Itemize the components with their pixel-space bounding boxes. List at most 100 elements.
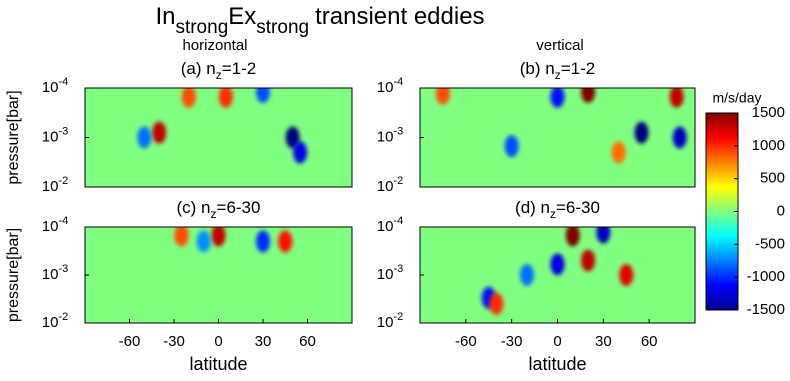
panel-bg bbox=[85, 88, 352, 187]
y-tick-base: 10 bbox=[42, 314, 59, 331]
y-tick-base: 10 bbox=[42, 128, 59, 145]
y-tick-exp: -3 bbox=[58, 125, 68, 137]
colorbar-tick-label: 500 bbox=[760, 170, 785, 187]
y-tick-label: 10-4 bbox=[377, 215, 403, 235]
y-tick-label: 10-2 bbox=[377, 311, 403, 331]
field-feature bbox=[634, 121, 649, 144]
colorbar-label: m/s/day bbox=[712, 90, 761, 106]
column-title: horizontal bbox=[182, 37, 247, 54]
x-axis-label: latitude bbox=[528, 354, 586, 374]
y-tick-exp: -4 bbox=[58, 76, 68, 88]
x-tick-label: -30 bbox=[163, 333, 185, 350]
y-tick-base: 10 bbox=[377, 218, 394, 235]
y-tick-exp: -4 bbox=[58, 215, 68, 227]
panel-title-part: =1-2 bbox=[222, 59, 257, 78]
field-feature bbox=[256, 230, 270, 253]
panel-title-part: z bbox=[550, 207, 556, 221]
y-tick-base: 10 bbox=[377, 79, 394, 96]
y-tick-exp: -3 bbox=[58, 263, 68, 275]
y-tick-exp: -2 bbox=[58, 175, 68, 187]
field-feature bbox=[519, 264, 534, 286]
y-tick-exp: -2 bbox=[58, 311, 68, 323]
field-feature bbox=[137, 126, 152, 149]
panel-title-part: =6-30 bbox=[217, 198, 261, 217]
field bbox=[481, 227, 634, 315]
field-feature bbox=[596, 227, 611, 244]
title-sub: strong bbox=[256, 17, 309, 38]
panel-title-part: (c) n bbox=[177, 198, 211, 217]
panel-title-part: (b) n bbox=[520, 59, 555, 78]
y-tick-label: 10-3 bbox=[42, 263, 68, 283]
x-tick-label: 60 bbox=[299, 333, 316, 350]
field bbox=[435, 88, 687, 164]
colorbar-tick-label: 0 bbox=[777, 202, 785, 219]
chart-title: InstrongExstrong transient eddies bbox=[155, 3, 484, 38]
y-tick-label: 10-2 bbox=[42, 175, 68, 195]
x-tick-label: 0 bbox=[214, 333, 222, 350]
x-tick-label: 60 bbox=[641, 333, 658, 350]
y-tick-exp: -4 bbox=[393, 76, 403, 88]
field-feature bbox=[218, 88, 233, 108]
title-part: Ex bbox=[228, 3, 256, 30]
field-feature bbox=[611, 141, 626, 164]
panel-title-part: (d) n bbox=[515, 198, 550, 217]
colorbar-tick-label: -500 bbox=[755, 235, 785, 252]
y-tick-label: 10-4 bbox=[42, 215, 68, 235]
field bbox=[174, 227, 293, 253]
y-tick-label: 10-4 bbox=[377, 76, 403, 96]
x-tick-label: -60 bbox=[455, 333, 477, 350]
x-tick-label: 30 bbox=[595, 333, 612, 350]
field-feature bbox=[181, 88, 196, 108]
x-tick-label: -30 bbox=[501, 333, 523, 350]
panel-title-part: =1-2 bbox=[561, 59, 596, 78]
field-feature bbox=[504, 135, 519, 158]
field-feature bbox=[619, 264, 634, 286]
colorbar-tick-label: 1500 bbox=[752, 104, 785, 121]
field-feature bbox=[196, 230, 211, 253]
y-tick-exp: -3 bbox=[393, 263, 403, 275]
x-tick-label: 30 bbox=[255, 333, 272, 350]
y-tick-label: 10-2 bbox=[377, 175, 403, 195]
field-feature bbox=[256, 88, 270, 103]
panel-title-part: z bbox=[216, 68, 222, 82]
y-tick-base: 10 bbox=[377, 178, 394, 195]
y-tick-exp: -4 bbox=[393, 215, 403, 227]
y-tick-label: 10-3 bbox=[377, 263, 403, 283]
y-tick-label: 10-4 bbox=[42, 76, 68, 96]
y-tick-base: 10 bbox=[42, 178, 59, 195]
field-feature bbox=[278, 230, 293, 253]
field-feature bbox=[293, 141, 308, 164]
colorbar bbox=[705, 112, 739, 311]
field-feature bbox=[152, 121, 167, 144]
field bbox=[137, 88, 308, 164]
panel-title: (a) nz=1-2 bbox=[181, 59, 256, 82]
y-tick-label: 10-3 bbox=[377, 125, 403, 145]
field-feature bbox=[672, 126, 687, 149]
title-part: In bbox=[155, 3, 175, 30]
colorbar-tick-label: -1000 bbox=[747, 268, 785, 285]
y-tick-base: 10 bbox=[42, 218, 59, 235]
title-part: transient eddies bbox=[315, 3, 484, 30]
field-feature bbox=[565, 227, 580, 247]
y-axis-label: pressure[bar] bbox=[5, 228, 22, 322]
field-feature bbox=[435, 88, 450, 105]
field-feature bbox=[581, 249, 596, 272]
y-tick-label: 10-3 bbox=[42, 125, 68, 145]
y-tick-base: 10 bbox=[377, 266, 394, 283]
field-feature bbox=[211, 227, 226, 247]
y-tick-base: 10 bbox=[42, 266, 59, 283]
y-tick-base: 10 bbox=[42, 79, 59, 96]
field-feature bbox=[550, 88, 565, 108]
title-sub: strong bbox=[175, 17, 228, 38]
y-tick-label: 10-2 bbox=[42, 311, 68, 331]
field-feature bbox=[285, 126, 300, 149]
panel-title-part: z bbox=[555, 68, 561, 82]
field-feature bbox=[550, 253, 565, 276]
y-tick-base: 10 bbox=[377, 128, 394, 145]
x-tick-label: 0 bbox=[553, 333, 561, 350]
panel-title-part: z bbox=[211, 207, 217, 221]
panel-title: (c) nz=6-30 bbox=[177, 198, 261, 221]
y-axis-label: pressure[bar] bbox=[5, 90, 22, 184]
